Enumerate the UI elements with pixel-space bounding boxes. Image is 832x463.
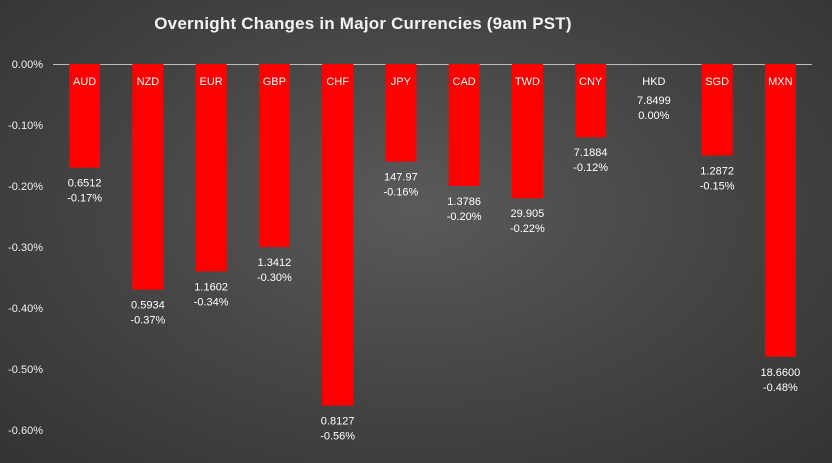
percent-change-label: -0.20% xyxy=(447,211,482,223)
rate-label: 1.2872 xyxy=(700,166,734,178)
percent-change-label: -0.56% xyxy=(320,431,355,443)
category-label: EUR xyxy=(200,76,223,88)
y-tick-label: -0.20% xyxy=(8,181,43,193)
category-label: AUD xyxy=(73,76,96,88)
bar-mxn xyxy=(764,64,796,357)
bar-twd xyxy=(511,64,543,199)
category-label: GBP xyxy=(263,76,286,88)
rate-label: 0.8127 xyxy=(321,416,355,428)
percent-change-label: -0.16% xyxy=(383,187,418,199)
bar-aud xyxy=(69,64,101,168)
category-label: NZD xyxy=(137,76,160,88)
percent-change-label: -0.15% xyxy=(700,181,735,193)
percent-change-label: -0.37% xyxy=(130,315,165,327)
bar-chf xyxy=(322,64,354,406)
rate-label: 18.6600 xyxy=(760,367,800,379)
category-label: CHF xyxy=(326,76,349,88)
rate-label: 7.8499 xyxy=(637,95,671,107)
percent-change-label: 0.00% xyxy=(638,110,669,122)
bar-gbp xyxy=(258,64,290,247)
rate-label: 147.97 xyxy=(384,172,418,184)
percent-change-label: -0.30% xyxy=(257,272,292,284)
bar-cny xyxy=(575,64,607,138)
percent-change-label: -0.22% xyxy=(510,223,545,235)
rate-label: 1.3786 xyxy=(447,196,481,208)
bar-nzd xyxy=(132,64,164,290)
percent-change-label: -0.48% xyxy=(763,382,798,394)
rate-label: 1.1602 xyxy=(194,281,228,293)
bar-jpy xyxy=(385,64,417,162)
rate-label: 0.5934 xyxy=(131,300,165,312)
category-label: CAD xyxy=(453,76,476,88)
y-tick-label: -0.10% xyxy=(8,120,43,132)
percent-change-label: -0.34% xyxy=(194,296,229,308)
y-tick-label: -0.40% xyxy=(8,303,43,315)
category-label: SGD xyxy=(705,76,729,88)
category-label: TWD xyxy=(515,76,540,88)
y-tick-label: 0.00% xyxy=(12,59,43,71)
chart-title: Overnight Changes in Major Currencies (9… xyxy=(154,14,572,33)
y-tick-label: -0.50% xyxy=(8,364,43,376)
bar-eur xyxy=(195,64,227,272)
rate-label: 29.905 xyxy=(511,208,545,220)
bar-sgd xyxy=(701,64,733,156)
category-label: MXN xyxy=(768,76,793,88)
bar-cad xyxy=(448,64,480,186)
category-label: CNY xyxy=(579,76,603,88)
percent-change-label: -0.12% xyxy=(573,162,608,174)
rate-label: 7.1884 xyxy=(574,147,608,159)
rate-label: 1.3412 xyxy=(258,257,292,269)
percent-change-label: -0.17% xyxy=(67,193,102,205)
y-tick-label: -0.60% xyxy=(8,425,43,437)
y-tick-label: -0.30% xyxy=(8,242,43,254)
category-label: JPY xyxy=(391,76,412,88)
category-label: HKD xyxy=(642,76,665,88)
rate-label: 0.6512 xyxy=(68,178,102,190)
